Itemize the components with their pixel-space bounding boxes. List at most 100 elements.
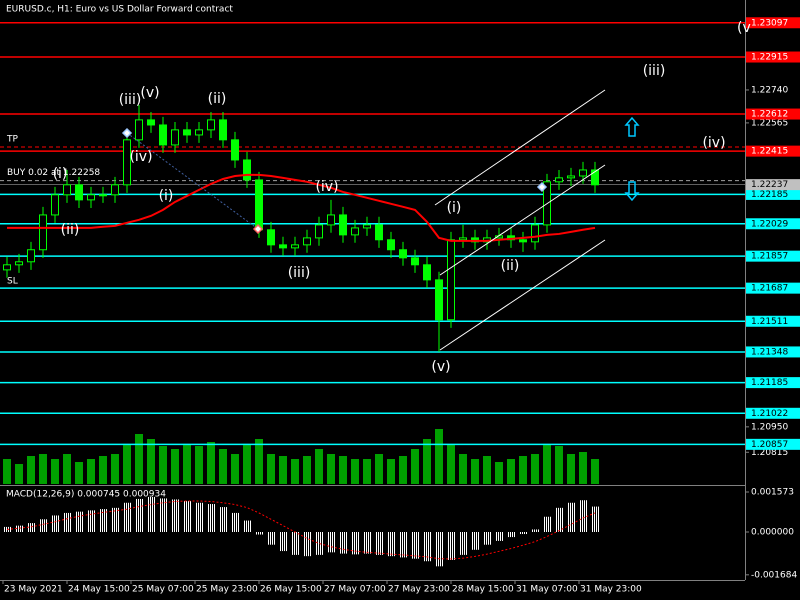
level-box xyxy=(746,315,800,327)
macd-bar xyxy=(555,507,563,532)
volume-bar xyxy=(447,444,455,484)
macd-bar xyxy=(387,531,395,557)
y-tick-label: 1.22565 xyxy=(751,118,788,128)
volume-bar xyxy=(459,454,467,484)
candle-body xyxy=(159,124,167,146)
level-box xyxy=(746,17,800,29)
candle-body xyxy=(135,119,143,141)
level-label: 1.21687 xyxy=(751,284,788,294)
macd-bar xyxy=(63,512,71,532)
candle-body xyxy=(591,169,599,186)
volume-bar xyxy=(27,456,35,484)
candle-body xyxy=(219,119,227,141)
channel-line xyxy=(439,164,606,276)
current-price-label: 1.22237 xyxy=(751,180,788,190)
wave-label: (i) xyxy=(159,188,174,204)
volume-bar xyxy=(423,439,431,484)
candle-body xyxy=(267,229,275,246)
macd-bar xyxy=(183,500,191,532)
macd-bar xyxy=(195,502,203,532)
volume-bar xyxy=(135,434,143,484)
macd-bar xyxy=(111,507,119,532)
volume-bar xyxy=(339,456,347,484)
level-box xyxy=(746,218,800,230)
volume-bar xyxy=(87,459,95,484)
candle-body xyxy=(51,194,59,216)
volume-bar xyxy=(291,459,299,484)
macd-bar xyxy=(327,531,335,553)
volume-bar xyxy=(483,456,491,484)
volume-bar xyxy=(531,454,539,484)
macd-bar xyxy=(447,531,455,560)
candle-body xyxy=(123,139,131,186)
macd-y-tick-label: 0.000000 xyxy=(751,527,794,537)
candle-body xyxy=(99,194,107,197)
volume-bar xyxy=(231,454,239,484)
level-label: 1.22415 xyxy=(751,147,788,157)
volume-bar xyxy=(399,456,407,484)
macd-bar xyxy=(99,509,107,532)
candle-body xyxy=(255,179,263,231)
candle-body xyxy=(207,119,215,131)
volume-bar xyxy=(579,452,587,484)
x-tick-label: 26 May 15:00 xyxy=(260,585,322,595)
volume-bar xyxy=(63,454,71,484)
macd-bar xyxy=(507,531,515,538)
macd-bar xyxy=(471,531,479,550)
candle-body xyxy=(15,261,23,266)
level-label: 1.22029 xyxy=(751,219,788,229)
order-label: SL xyxy=(7,277,18,287)
level-box xyxy=(746,377,800,389)
wave-label: (i) xyxy=(447,200,462,216)
current-price-box xyxy=(746,179,800,191)
wave-label: (iii) xyxy=(288,265,311,281)
macd-bar xyxy=(147,496,155,532)
candle-body xyxy=(327,214,335,226)
volume-bar xyxy=(15,464,23,484)
order-label: BUY 0.02 at 1.22258 xyxy=(7,168,100,178)
x-tick-label: 25 May 07:00 xyxy=(132,585,194,595)
volume-bar xyxy=(567,454,575,484)
macd-bar xyxy=(531,529,539,532)
volume-bar xyxy=(435,429,443,484)
level-box xyxy=(746,346,800,358)
macd-bar xyxy=(339,531,347,554)
level-label: 1.22185 xyxy=(751,190,788,200)
volume-bar xyxy=(543,444,551,484)
volume-bar xyxy=(387,459,395,484)
wave-label: (iv) xyxy=(129,149,152,165)
candle-body xyxy=(111,184,119,196)
trade-marker xyxy=(536,181,548,193)
candle-body xyxy=(351,227,359,236)
macd-bar xyxy=(255,531,263,535)
volume-bar xyxy=(507,459,515,484)
volume-bar xyxy=(39,454,47,484)
volume-bar xyxy=(207,442,215,484)
macd-bar xyxy=(15,525,23,532)
macd-bar xyxy=(267,531,275,545)
down-arrow xyxy=(624,181,640,202)
candle-body xyxy=(147,119,155,126)
macd-bar xyxy=(207,504,215,532)
macd-bar xyxy=(123,502,131,532)
volume-bar xyxy=(591,459,599,484)
trade-marker xyxy=(121,127,133,139)
candle-body xyxy=(399,249,407,259)
x-tick-label: 27 May 07:00 xyxy=(324,585,386,595)
volume-bar xyxy=(303,456,311,484)
x-tick-label: 25 May 23:00 xyxy=(196,585,258,595)
wave-label: (ii) xyxy=(61,222,80,238)
macd-bar xyxy=(411,531,419,559)
trade-marker xyxy=(252,223,264,235)
candle-body xyxy=(579,169,587,177)
wave-label: (iv) xyxy=(315,179,338,195)
volume-bar xyxy=(159,446,167,484)
volume-bar xyxy=(123,444,131,484)
drawings xyxy=(126,89,640,351)
macd-bar xyxy=(279,531,287,552)
candle-body xyxy=(519,239,527,243)
candle-body xyxy=(87,194,95,201)
macd-bar xyxy=(303,531,311,557)
